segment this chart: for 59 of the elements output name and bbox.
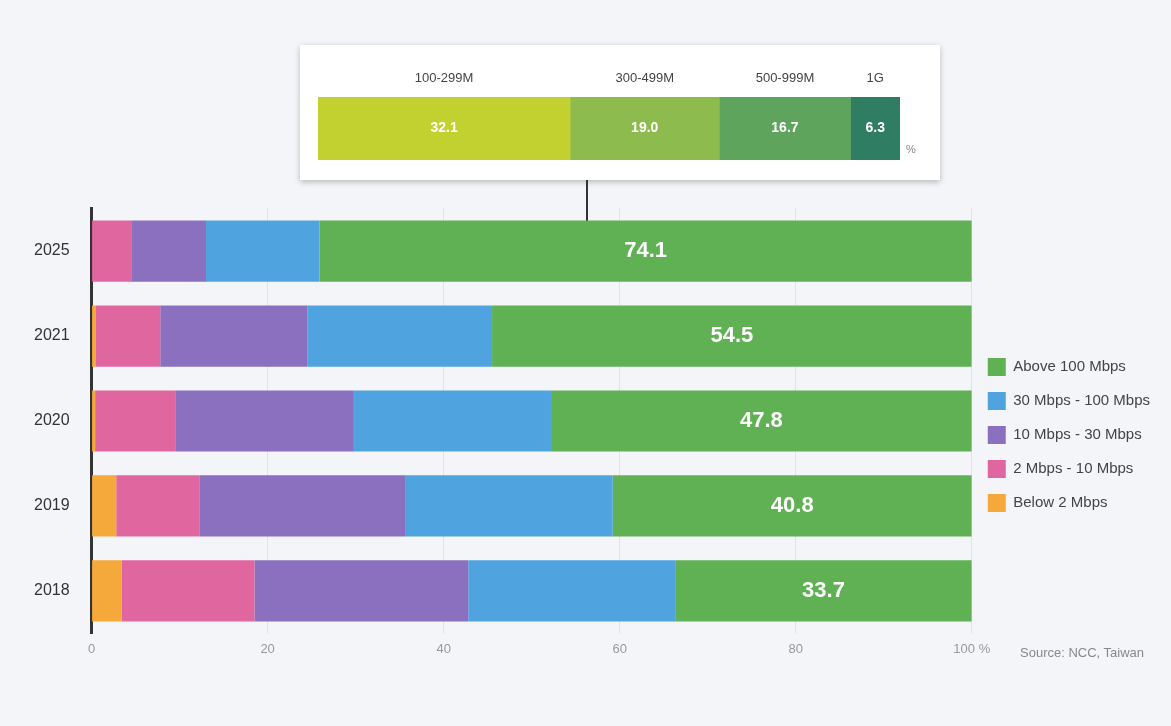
bar [92, 305, 96, 367]
bar [492, 305, 972, 367]
bar [96, 305, 161, 367]
x-tick-label: 40 [436, 640, 451, 656]
x-tick-label: 80 [788, 640, 803, 656]
bar [121, 560, 255, 622]
bar [160, 305, 308, 367]
series-label: 300-499M [615, 70, 675, 86]
text: % [906, 143, 916, 155]
bar [353, 390, 552, 452]
x-tick-label: 60 [612, 640, 627, 656]
legend-label: Below 2 Mbps [1013, 493, 1108, 511]
bar [92, 475, 117, 537]
bar [719, 97, 851, 160]
series-label: 500-999M [755, 70, 815, 86]
x-tick-label: 20 [260, 640, 275, 656]
series-label: 100-299M [414, 70, 474, 86]
bar [92, 220, 132, 282]
bar [254, 560, 469, 622]
bar [92, 390, 96, 452]
data-label: 74.1 [624, 237, 668, 263]
y-tick-label: 2019 [34, 496, 70, 514]
bar [95, 390, 176, 452]
legend-label: Above 100 Mbps [1013, 357, 1126, 375]
x-tick-label: 100 % [953, 640, 991, 656]
bar [92, 560, 122, 622]
bar [116, 475, 200, 537]
bar [612, 475, 972, 537]
data-label: 16.7 [771, 119, 799, 136]
data-label: 19.0 [631, 119, 659, 136]
bar [199, 475, 406, 537]
y-tick-label: 2018 [34, 581, 70, 599]
bar [175, 390, 354, 452]
legend-label: 30 Mbps - 100 Mbps [1013, 391, 1151, 409]
bar [569, 97, 720, 160]
data-label: 47.8 [739, 407, 783, 433]
bar [131, 220, 207, 282]
source-note: Source: NCC, Taiwan [1020, 645, 1145, 660]
bar [206, 220, 320, 282]
y-tick-label: 2020 [34, 411, 70, 429]
x-tick-label: 0 [87, 640, 96, 656]
y-tick-label: 2021 [34, 326, 70, 344]
data-label: 33.7 [802, 576, 845, 602]
data-label: 32.1 [430, 119, 458, 136]
legend-label: 10 Mbps - 30 Mbps [1013, 425, 1142, 443]
y-tick-label: 2025 [34, 241, 70, 259]
data-label: 6.3 [865, 119, 886, 136]
data-label: 54.5 [710, 322, 754, 348]
data-label: 40.8 [770, 492, 814, 518]
bar [468, 560, 676, 622]
bar [307, 305, 493, 367]
bar [551, 390, 972, 452]
bar [850, 97, 900, 160]
series-label: 1G [866, 70, 884, 86]
bar [675, 560, 972, 622]
bar [319, 220, 972, 282]
bar [405, 475, 613, 537]
legend-label: 2 Mbps - 10 Mbps [1013, 459, 1134, 477]
bar [318, 97, 571, 160]
